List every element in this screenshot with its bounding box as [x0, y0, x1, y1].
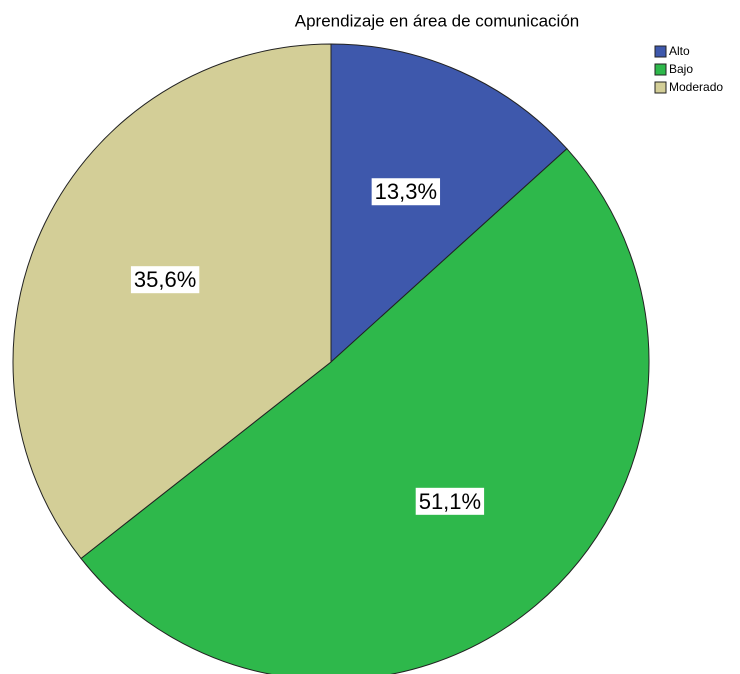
legend-swatch: [654, 81, 667, 94]
legend-label: Moderado: [669, 80, 723, 94]
legend-label: Bajo: [669, 62, 693, 76]
value-label: 51,1%: [419, 489, 481, 514]
value-label-box: [371, 178, 441, 206]
legend-swatch: [654, 45, 667, 58]
pie-slice: [330, 43, 568, 364]
value-label-box: [130, 266, 200, 294]
chart-title: Aprendizaje en área de comunicación: [295, 11, 579, 30]
value-label: 13,3%: [375, 179, 437, 204]
pie-slice: [12, 43, 332, 560]
legend-label: Alto: [669, 44, 690, 58]
value-label-box: [415, 487, 485, 515]
pie-slice: [80, 148, 650, 674]
legend-swatch: [654, 63, 667, 76]
value-label: 35,6%: [134, 267, 196, 292]
